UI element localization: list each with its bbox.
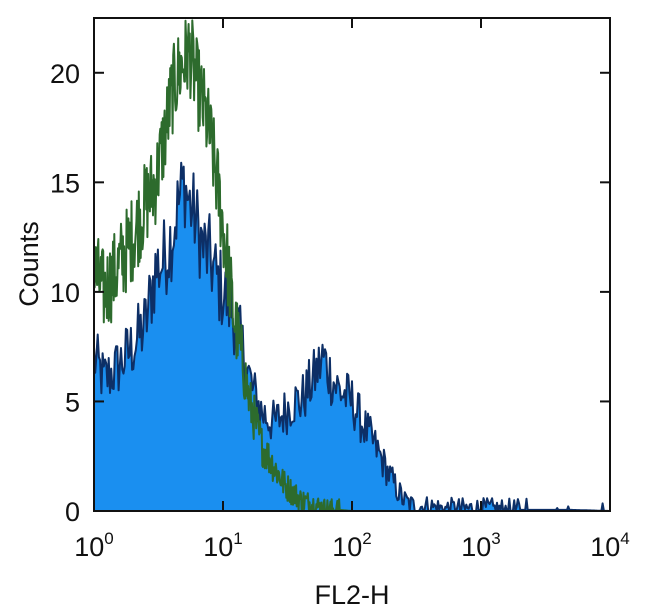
x-tick-label-2: 102 — [332, 529, 372, 562]
x-tick-label-0: 100 — [74, 529, 114, 562]
x-axis-label: FL2-H — [314, 580, 389, 610]
y-tick-label-3: 15 — [50, 168, 80, 198]
series-0-fill — [94, 162, 610, 511]
x-tick-label-4: 104 — [590, 529, 630, 562]
y-tick-label-2: 10 — [50, 278, 80, 308]
x-tick-label-1: 101 — [203, 529, 243, 562]
series-layer — [93, 19, 610, 512]
y-axis-label: Counts — [14, 221, 44, 307]
series-0-line — [93, 161, 610, 512]
ticks-layer: 100 101 102 103 104 0 5 10 15 20 — [50, 18, 630, 562]
x-tick-label-3: 103 — [461, 529, 501, 562]
y-tick-label-4: 20 — [50, 59, 80, 89]
y-tick-label-0: 0 — [65, 497, 80, 527]
y-tick-label-1: 5 — [65, 387, 80, 417]
